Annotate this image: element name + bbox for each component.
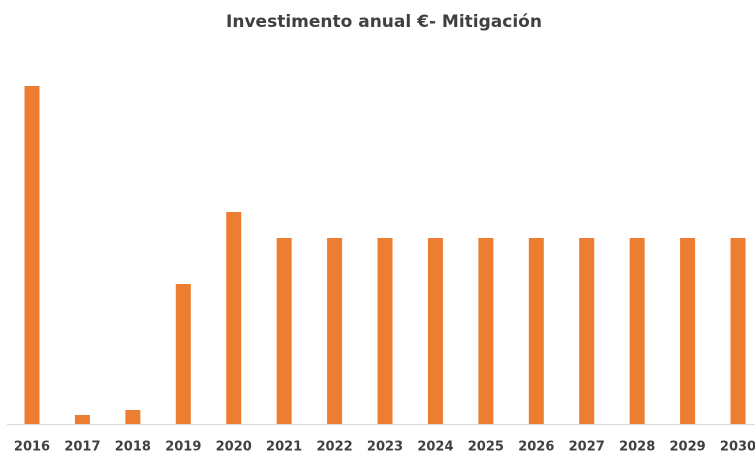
x-tick-label: 2018 (115, 440, 151, 455)
x-tick-label: 2021 (266, 440, 302, 455)
chart-title: Investimento anual €- Mitigación (226, 12, 542, 32)
bar (629, 238, 645, 424)
x-tick-label: 2022 (316, 440, 352, 455)
x-tick-label: 2020 (216, 440, 252, 455)
x-tick-label: 2016 (14, 440, 50, 455)
x-tick-label: 2026 (518, 440, 554, 455)
bar (680, 238, 696, 424)
bar (377, 238, 393, 424)
bar (125, 410, 141, 424)
bar (24, 86, 40, 424)
bar (327, 238, 343, 424)
bar (730, 238, 746, 424)
bar (528, 238, 544, 424)
bar (74, 415, 90, 424)
x-tick-label: 2030 (720, 440, 755, 455)
bar (478, 238, 494, 424)
x-tick-label: 2025 (468, 440, 504, 455)
bar (175, 284, 191, 424)
x-tick-label: 2019 (165, 440, 201, 455)
bar (276, 238, 292, 424)
x-tick-label: 2017 (64, 440, 100, 455)
bar (427, 238, 443, 424)
x-tick-label: 2023 (367, 440, 403, 455)
x-tick-label: 2024 (417, 440, 453, 455)
bar (579, 238, 595, 424)
x-tick-label: 2029 (669, 440, 705, 455)
bar (226, 212, 242, 424)
x-tick-label: 2027 (569, 440, 605, 455)
x-tick-label: 2028 (619, 440, 655, 455)
